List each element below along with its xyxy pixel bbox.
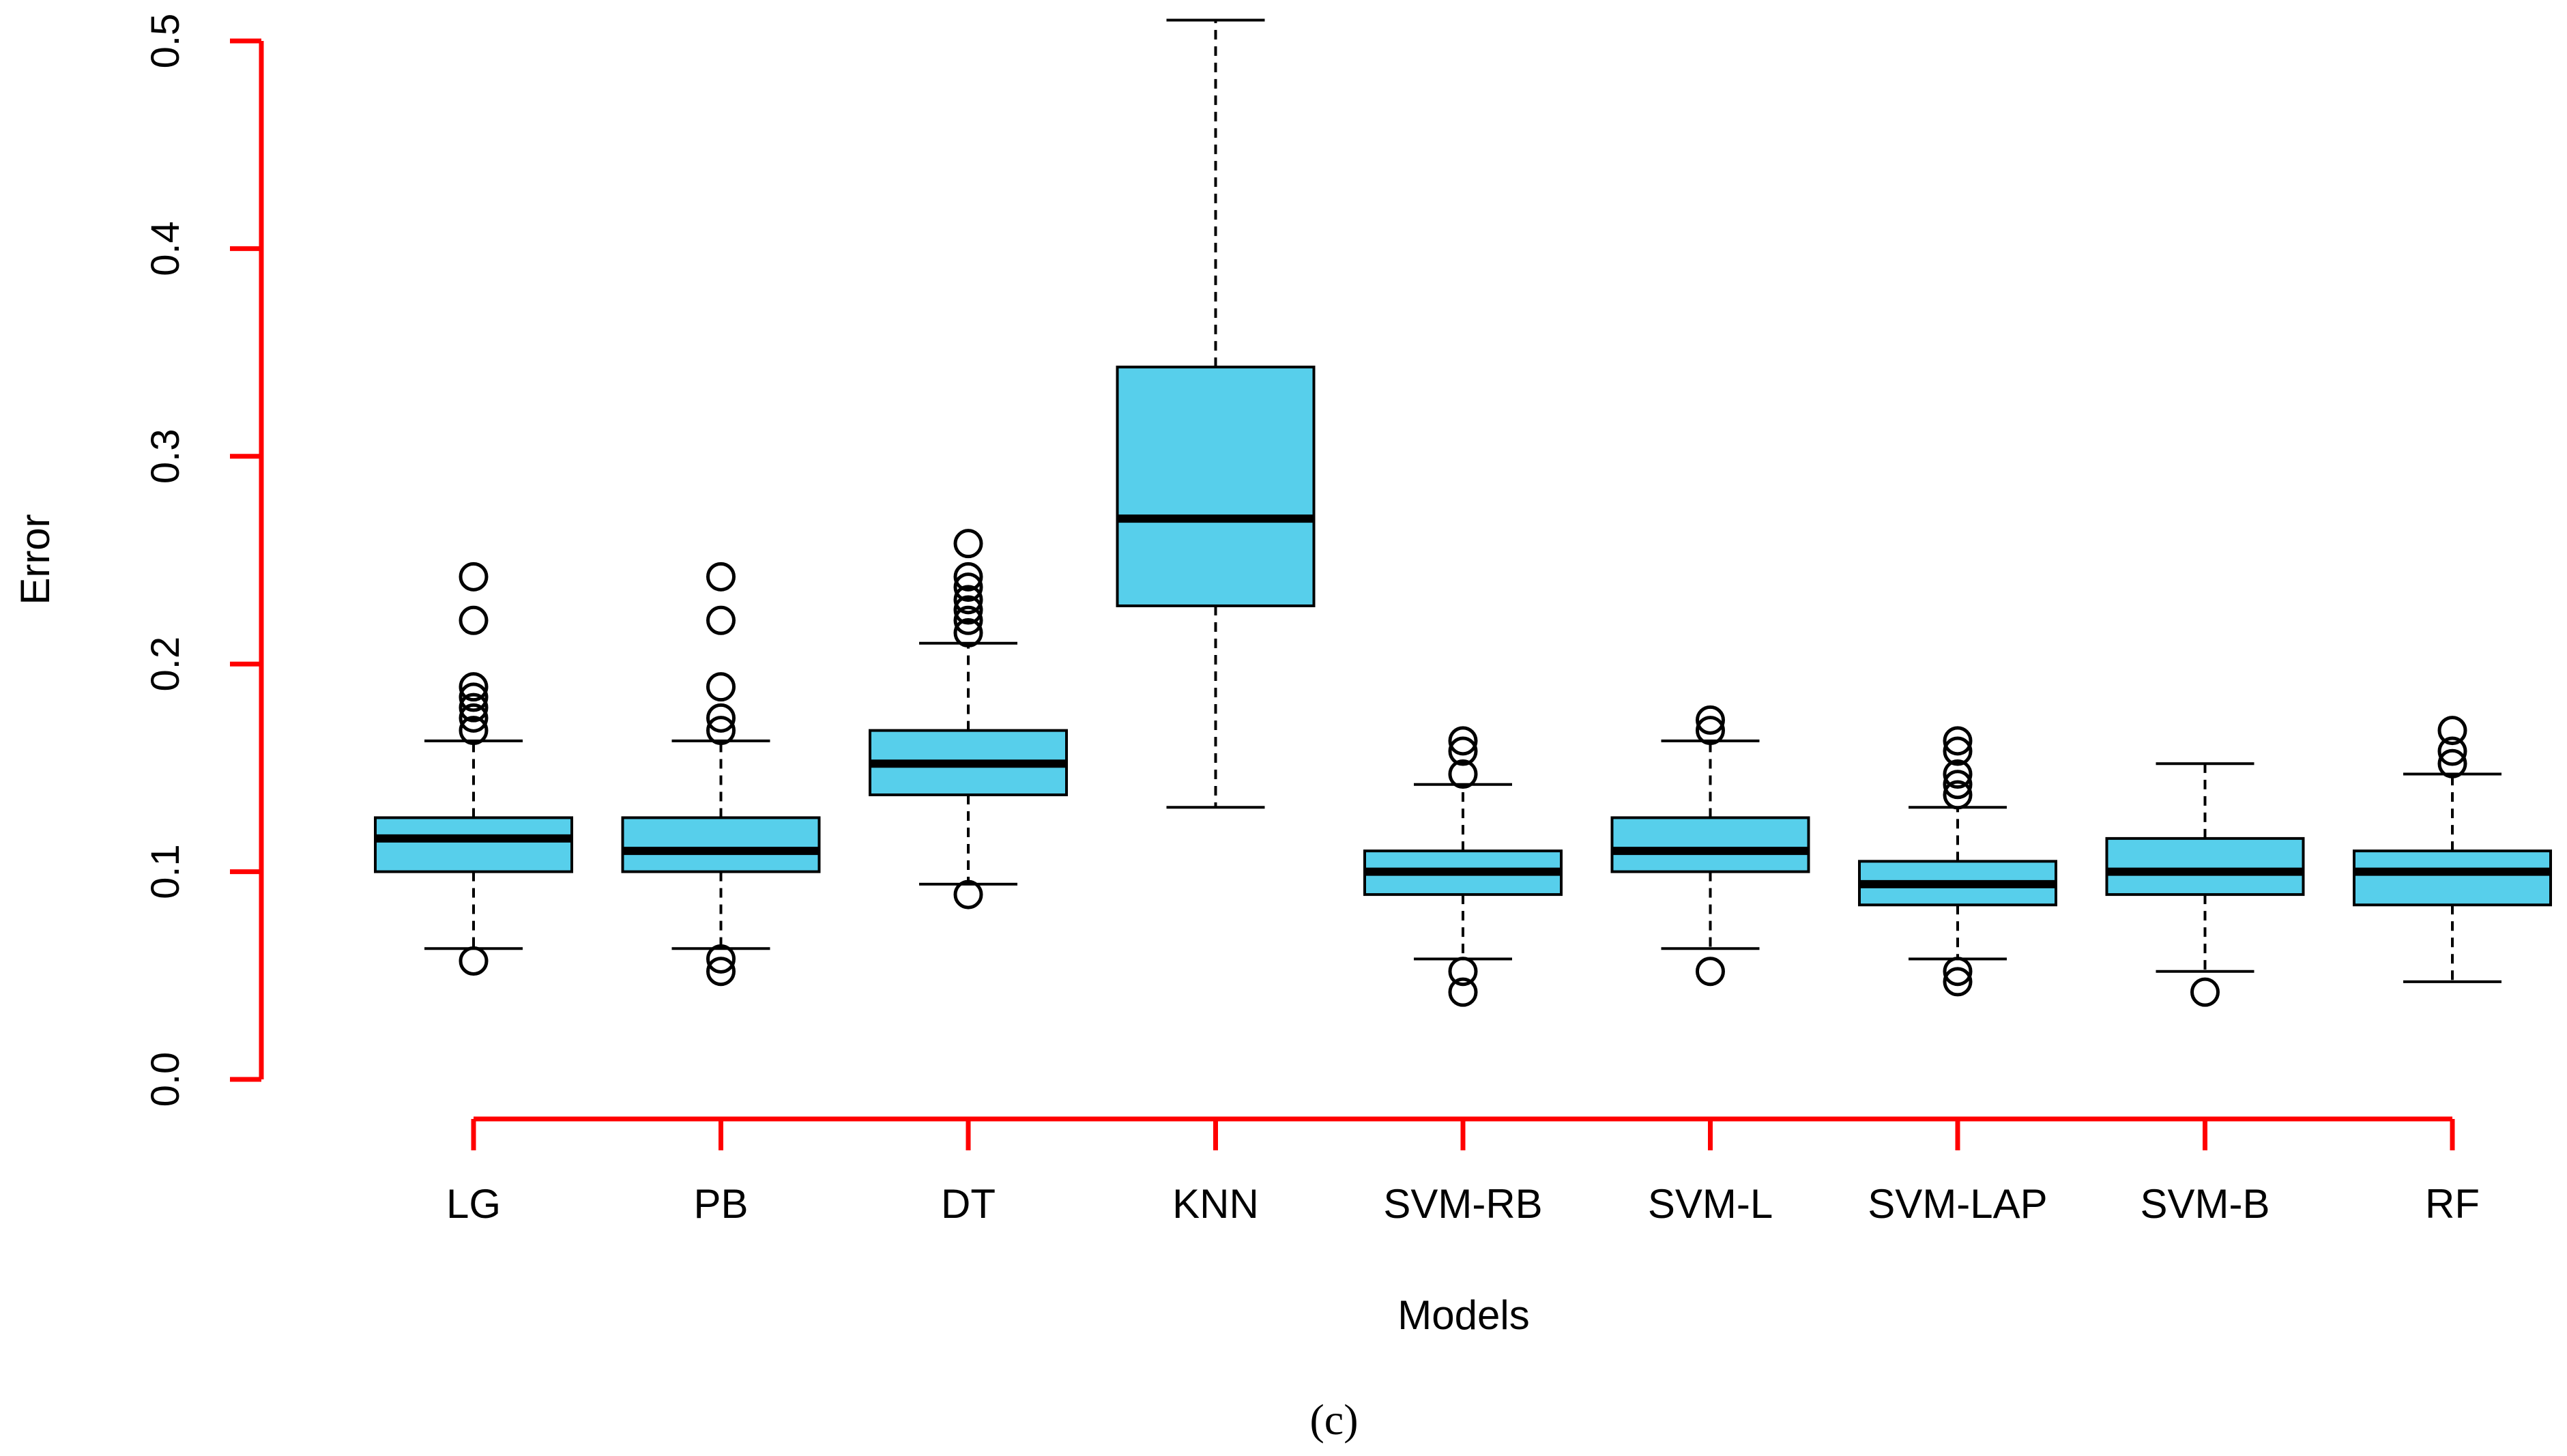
outlier-point <box>1448 957 1478 987</box>
outlier-point <box>706 562 736 592</box>
box-pb <box>621 562 821 987</box>
box-lg <box>374 562 573 976</box>
outlier-point <box>1448 726 1478 756</box>
x-tick-label: LG <box>446 1181 501 1227</box>
outlier-point <box>706 957 736 987</box>
outlier-point <box>706 716 736 746</box>
outlier-point <box>953 562 983 592</box>
outlier-point <box>459 693 489 723</box>
y-axis: 0.0 0.1 0.2 0.3 0.4 0.5 <box>143 14 264 1107</box>
outlier-point <box>1448 736 1478 766</box>
outlier-point <box>2190 977 2220 1007</box>
outlier-point <box>2437 748 2467 778</box>
outlier-point <box>953 529 983 559</box>
outlier-point <box>1943 957 1973 987</box>
x-tick-label: RF <box>2425 1181 2480 1227</box>
y-tick-label: 0.5 <box>143 14 188 69</box>
x-axis-title: Models <box>1397 1292 1529 1338</box>
x-tick-label: SVM-RB <box>1383 1181 1542 1227</box>
outlier-point <box>459 703 489 733</box>
outlier-point <box>459 716 489 746</box>
x-tick-label: SVM-B <box>2140 1181 2269 1227</box>
outlier-point <box>1943 770 1973 800</box>
outlier-point <box>2437 716 2467 746</box>
iqr-box <box>1610 816 1810 873</box>
box-dt <box>869 529 1068 909</box>
outlier-point <box>953 879 983 909</box>
outlier-point <box>2437 736 2467 766</box>
outlier-point <box>706 944 736 974</box>
outlier-point <box>459 682 489 712</box>
outlier-point <box>706 703 736 733</box>
iqr-box <box>1116 365 1316 607</box>
y-tick-label: 0.4 <box>143 221 188 276</box>
y-axis-title: Error <box>12 514 58 605</box>
outlier-point <box>1696 705 1725 735</box>
y-tick-label: 0.3 <box>143 428 188 484</box>
box-rf <box>2353 716 2552 983</box>
outlier-point <box>459 605 489 635</box>
y-tick-label: 0.2 <box>143 637 188 692</box>
outlier-point <box>1943 759 1973 789</box>
iqr-box <box>2105 836 2305 897</box>
x-axis: LG PB DT KNN SVM-RB SVM-L SVM-LAP SVM-B RF <box>446 1116 2480 1227</box>
outlier-point <box>1943 726 1973 756</box>
x-tick-label: DT <box>941 1181 996 1227</box>
figure-caption: (c) <box>1309 1395 1358 1444</box>
x-tick-label: KNN <box>1172 1181 1259 1227</box>
outlier-point <box>953 572 983 602</box>
plot-area <box>374 18 2552 1007</box>
iqr-box <box>2353 849 2552 907</box>
outlier-point <box>1943 736 1973 766</box>
outlier-point <box>1943 967 1973 997</box>
outlier-point <box>953 585 983 615</box>
outlier-point <box>953 605 983 635</box>
outlier-point <box>953 618 983 648</box>
outlier-point <box>953 595 983 625</box>
y-tick-label: 0.0 <box>143 1052 188 1107</box>
x-tick-label: PB <box>693 1181 748 1227</box>
box-knn <box>1116 18 1316 809</box>
outlier-point <box>1943 780 1973 810</box>
box-svm-b <box>2105 762 2305 1007</box>
outlier-point <box>459 562 489 592</box>
outlier-point <box>1696 957 1725 987</box>
outlier-point <box>1696 716 1725 746</box>
outlier-point <box>459 672 489 702</box>
outlier-point <box>706 672 736 702</box>
x-tick-label: SVM-LAP <box>1868 1181 2047 1227</box>
iqr-box <box>621 816 821 873</box>
outlier-point <box>706 605 736 635</box>
y-tick-label: 0.1 <box>143 844 188 899</box>
box-svm-lap <box>1858 726 2057 997</box>
box-svm-l <box>1610 705 1810 987</box>
outlier-point <box>459 946 489 976</box>
outlier-point <box>1448 977 1478 1007</box>
iqr-box <box>374 816 573 873</box>
box-svm-rb <box>1363 726 1563 1007</box>
outlier-point <box>1448 759 1478 789</box>
x-tick-label: SVM-L <box>1648 1181 1773 1227</box>
